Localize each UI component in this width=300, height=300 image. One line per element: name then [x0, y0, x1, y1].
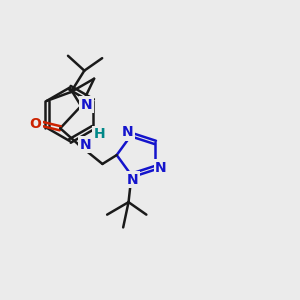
Text: N: N [155, 160, 166, 175]
Text: H: H [94, 127, 105, 141]
Text: N: N [81, 98, 92, 112]
Text: N: N [127, 173, 139, 187]
Text: N: N [122, 125, 134, 139]
Text: N: N [80, 138, 91, 152]
Text: O: O [29, 117, 41, 131]
